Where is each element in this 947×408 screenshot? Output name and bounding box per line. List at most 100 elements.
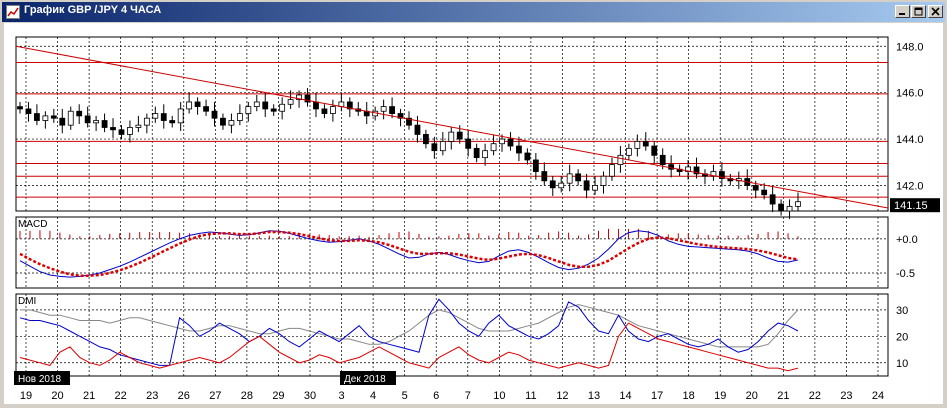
candle-body xyxy=(143,117,150,126)
time-tick-label: 5 xyxy=(402,390,408,402)
time-tick-label: 19 xyxy=(20,390,32,402)
close-button[interactable] xyxy=(928,5,943,18)
candle-body xyxy=(228,120,235,126)
candle-body xyxy=(42,115,49,121)
time-tick-label: 4 xyxy=(370,390,376,402)
candle-body xyxy=(642,141,649,147)
candle-body xyxy=(634,141,641,149)
candle-body xyxy=(600,175,607,186)
candle-body xyxy=(25,108,32,114)
candle-body xyxy=(135,124,142,128)
candle-body xyxy=(186,101,193,110)
candle-body xyxy=(507,138,514,147)
candle-body xyxy=(406,117,412,126)
candle-body xyxy=(532,159,539,172)
candle-body xyxy=(465,138,472,149)
price-y-tick-label: 142.0 xyxy=(896,180,924,192)
candle-body xyxy=(693,166,700,175)
maximize-button[interactable] xyxy=(911,5,926,18)
time-tick-label: 22 xyxy=(809,390,821,402)
candle-body xyxy=(380,106,387,112)
candle-body xyxy=(566,173,573,184)
minimize-icon xyxy=(899,13,905,15)
month-label: Нов 2018 xyxy=(18,374,62,385)
window-titlebar[interactable]: График GBP /JPY 4 ЧАСА xyxy=(2,2,945,22)
candle-body xyxy=(50,115,57,119)
candle-body xyxy=(236,113,243,121)
candle-body xyxy=(211,110,218,119)
candle-body xyxy=(516,145,522,154)
trendline xyxy=(15,45,889,209)
candle-body xyxy=(718,171,725,179)
candle-body xyxy=(423,134,429,145)
candle-body xyxy=(761,189,768,196)
candle-body xyxy=(17,106,23,110)
candle-body xyxy=(583,180,590,191)
chart-app-icon xyxy=(6,5,20,19)
candle-body xyxy=(194,101,201,107)
candle-body xyxy=(769,194,776,205)
candle-body xyxy=(152,113,159,119)
macd-y-tick-label: +0.0 xyxy=(896,234,918,246)
candle-body xyxy=(473,147,480,159)
candle-body xyxy=(778,203,784,212)
candle-body xyxy=(304,94,311,103)
price-panel-frame xyxy=(15,36,889,212)
candle-body xyxy=(118,129,125,135)
time-tick-label: 11 xyxy=(525,390,536,402)
candle-body xyxy=(67,110,74,126)
candle-body xyxy=(549,180,556,189)
candle-body xyxy=(177,108,184,124)
macd-label: MACD xyxy=(18,219,47,230)
candle-body xyxy=(482,150,489,159)
candle-body xyxy=(270,108,277,112)
macd-line xyxy=(19,230,799,278)
candle-body xyxy=(397,113,404,119)
time-tick-label: 20 xyxy=(51,390,63,402)
candle-body xyxy=(558,182,565,189)
dmi-y-tick-label: 10 xyxy=(896,358,908,370)
candle-body xyxy=(253,101,260,107)
price-y-tick-label: 148.0 xyxy=(896,41,924,53)
current-price-label: 141.15 xyxy=(894,200,928,212)
candle-body xyxy=(625,147,632,156)
time-tick-label: 22 xyxy=(115,390,127,402)
time-tick-label: 27 xyxy=(209,390,221,402)
dmi-y-tick-label: 20 xyxy=(896,331,908,343)
candle-body xyxy=(499,138,505,145)
current-price-badge xyxy=(890,198,940,213)
candle-body xyxy=(609,164,615,177)
candle-body xyxy=(220,117,226,126)
time-tick-label: 18 xyxy=(683,390,695,402)
time-tick-label: 24 xyxy=(872,390,884,402)
price-y-tick-label: 144.0 xyxy=(896,134,924,146)
candle-body xyxy=(752,185,759,191)
candle-body xyxy=(786,205,793,212)
candle-body xyxy=(296,94,302,101)
candle-body xyxy=(160,113,167,121)
candle-body xyxy=(490,143,497,152)
time-tick-label: 13 xyxy=(588,390,600,402)
chart-canvas[interactable]: 19 20 21 22 23 26 27 28 29 30 3 4 5 6 7 10 11 12 13 14 17 18 1… xyxy=(4,23,943,404)
time-tick-label: 17 xyxy=(651,390,663,402)
candle-body xyxy=(76,110,83,117)
time-tick-label: 23 xyxy=(840,390,852,402)
candle-body xyxy=(101,120,108,128)
candle-body xyxy=(448,131,455,142)
time-tick-label: 20 xyxy=(746,390,758,402)
candle-body xyxy=(456,131,463,140)
time-tick-label: 29 xyxy=(272,390,284,402)
candle-body xyxy=(795,201,801,207)
candle-body xyxy=(592,185,598,191)
candle-body xyxy=(439,141,446,152)
candle-body xyxy=(389,106,395,114)
candle-body xyxy=(617,154,624,166)
time-tick-label: 10 xyxy=(493,390,505,402)
candle-body xyxy=(346,101,353,110)
minimize-button[interactable] xyxy=(895,5,910,18)
candle-body xyxy=(59,117,66,126)
candle-body xyxy=(329,106,336,114)
candle-body xyxy=(110,127,116,131)
time-tick-label: 12 xyxy=(556,390,568,402)
candle-body xyxy=(313,101,319,110)
